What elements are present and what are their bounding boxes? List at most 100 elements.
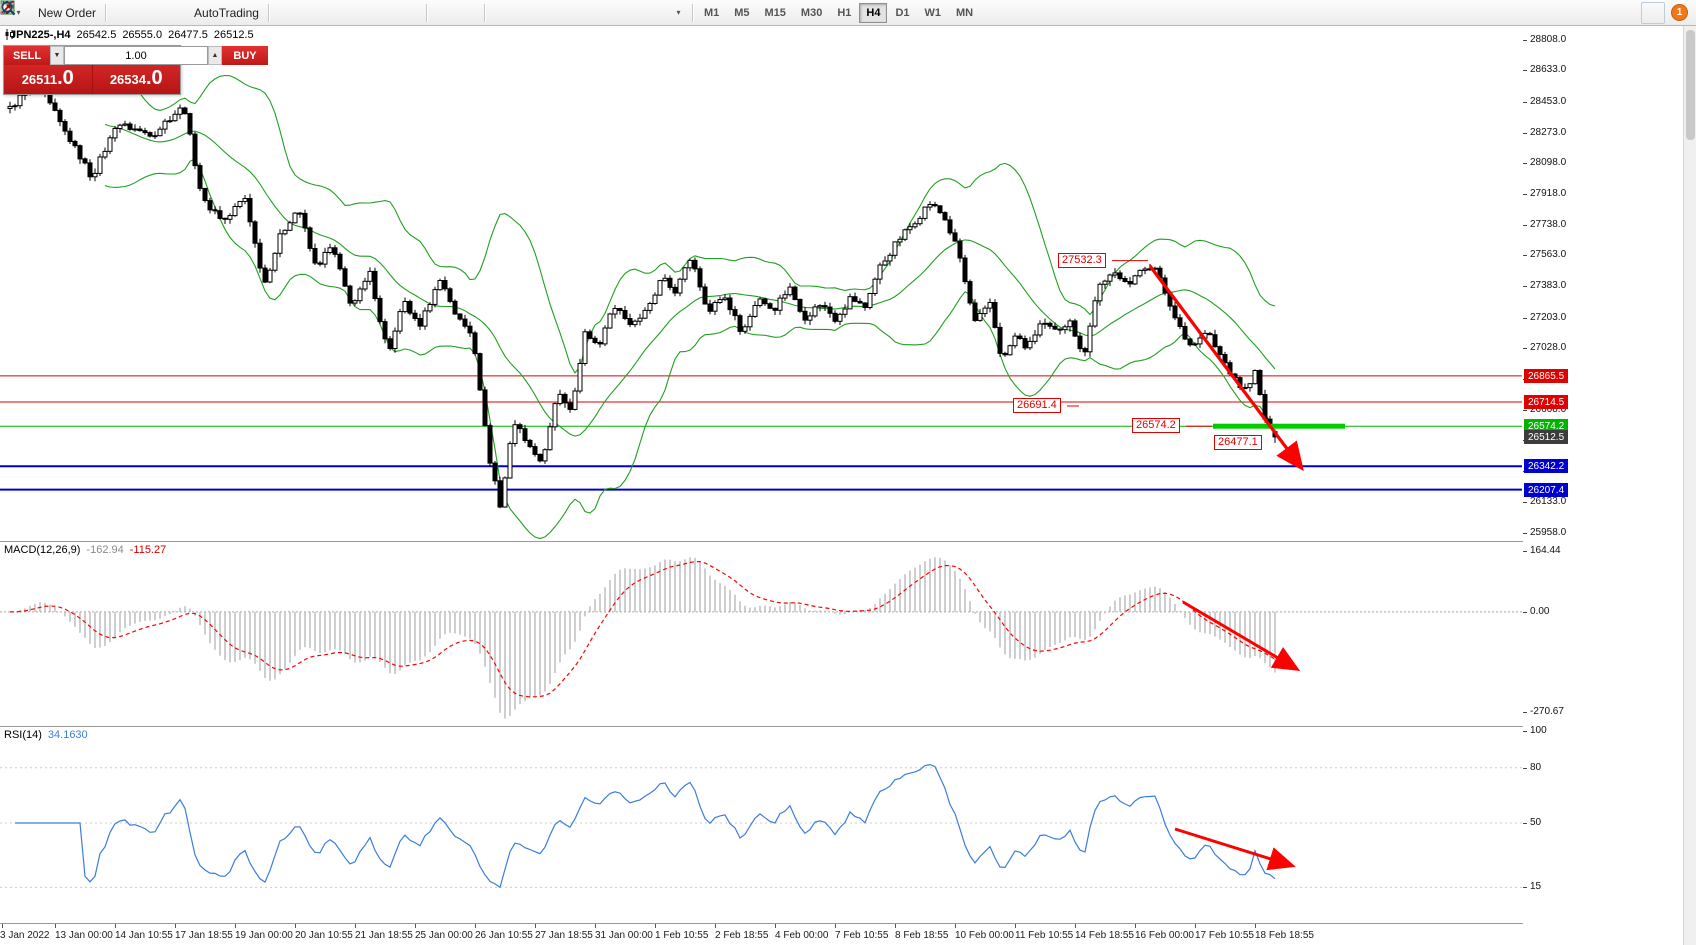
fibonacci-tool-button[interactable] <box>1 0 613 24</box>
price-level-badge: 26342.2 <box>1524 459 1569 473</box>
volume-decrease-button[interactable]: ▼ <box>50 46 64 65</box>
buy-button[interactable]: BUY <box>222 46 268 65</box>
rsi-axis-tick <box>1523 823 1527 824</box>
macd-pane[interactable]: MACD(12,26,9) -162.94 -115.27 <box>0 542 1522 726</box>
ohlc-open: 26542.5 <box>76 29 117 41</box>
price-tag: 26691.4 <box>1013 398 1061 413</box>
timeframe-button-d1[interactable]: D1 <box>895 6 910 19</box>
macd-main-value: -162.94 <box>86 544 124 556</box>
macd-signal-value: -115.27 <box>129 544 167 556</box>
scrollbar-thumb[interactable] <box>1686 30 1695 140</box>
price-axis-tick <box>1523 163 1527 164</box>
navigator-button[interactable] <box>1 1 184 24</box>
tile-windows-button[interactable] <box>0 0 422 24</box>
price-axis-label: 27028.0 <box>1530 342 1567 353</box>
timeframe-button-m15[interactable]: M15 <box>764 6 786 19</box>
time-tick <box>1075 924 1076 928</box>
timeframe-button-m1[interactable]: M1 <box>703 6 720 19</box>
price-axis-tick <box>1523 533 1527 534</box>
price-axis-tick <box>1523 225 1527 226</box>
time-label: 19 Jan 00:00 <box>235 930 293 941</box>
time-tick <box>475 924 476 928</box>
price-axis-tick <box>1523 40 1527 41</box>
price-axis-tick <box>1523 286 1527 287</box>
time-tick <box>55 924 56 928</box>
autotrading-label: AutoTrading <box>194 5 259 20</box>
pane-divider[interactable] <box>0 541 1696 542</box>
line-chart-mode-button[interactable] <box>0 2 347 24</box>
autotrading-button[interactable]: AutoTrading <box>1 0 264 24</box>
text-tool-button[interactable]: A <box>2 1 638 24</box>
timeframe-button-w1[interactable]: W1 <box>924 6 942 19</box>
time-tick <box>655 924 656 928</box>
buy-price[interactable]: 26534.0 <box>92 65 180 94</box>
price-tag: 26477.1 <box>1214 435 1262 450</box>
time-label: 27 Jan 18:55 <box>535 930 593 941</box>
equidistant-channel-tool-button[interactable] <box>0 1 588 24</box>
macd-axis-label: 0.00 <box>1530 606 1550 617</box>
rsi-pane[interactable]: RSI(14) 34.1630 <box>0 727 1522 923</box>
new-order-button[interactable]: New Order <box>0 0 101 24</box>
arrow-objects-button[interactable]: ▾ <box>2 2 688 24</box>
time-axis[interactable]: 3 Jan 2022 13 Jan 00:00 14 Jan 10:55 17 Jan… <box>0 924 1522 945</box>
chevron-down-icon: ▾ <box>16 8 21 17</box>
text-label-tool-button[interactable] <box>0 2 663 24</box>
vertical-line-tool-button[interactable] <box>5 1 513 24</box>
time-label: 14 Jan 10:55 <box>115 930 173 941</box>
crosshair-button[interactable] <box>1 1 480 24</box>
vertical-scrollbar[interactable] <box>1683 26 1696 945</box>
volume-input[interactable] <box>64 46 208 65</box>
pane-divider[interactable] <box>0 726 1696 727</box>
price-axis-label: 25958.0 <box>1530 527 1567 538</box>
time-label: 18 Feb 18:55 <box>1255 930 1314 941</box>
toolbar-separator <box>425 3 427 22</box>
zoom-in-button[interactable] <box>1 1 372 24</box>
time-label: 4 Feb 00:00 <box>775 930 829 941</box>
one-click-trading-panel: SELL ▼ ▲ BUY 26511.0 26534.0 <box>3 45 268 95</box>
price-axis-tick <box>1523 502 1527 503</box>
main-chart-canvas <box>0 62 1522 540</box>
ohlc-low: 26477.5 <box>168 29 208 41</box>
price-tag: 26574.2 <box>1132 418 1180 433</box>
price-axis[interactable]: 28808.0 28633.0 28453.0 28273.0 28098.0 27918… <box>1523 26 1683 945</box>
sell-price[interactable]: 26511.0 <box>4 65 92 94</box>
time-tick <box>1135 924 1136 928</box>
zoom-out-button[interactable] <box>1 1 397 24</box>
rsi-axis-tick <box>1523 731 1527 732</box>
time-tick <box>295 924 296 928</box>
cursor-button[interactable] <box>3 1 455 24</box>
chevron-down-icon: ▾ <box>676 8 681 17</box>
ohlc-high: 26555.0 <box>122 29 163 41</box>
price-tag: 27532.3 <box>1058 253 1106 268</box>
notification-badge[interactable]: 1 <box>1671 4 1688 21</box>
price-axis-label: 27383.0 <box>1530 280 1567 291</box>
candlestick-mode-button[interactable] <box>2 1 322 24</box>
price-axis-tick <box>1523 133 1527 134</box>
timeframe-button-h4[interactable]: H4 <box>859 2 888 23</box>
time-label: 13 Jan 00:00 <box>55 930 113 941</box>
bar-chart-mode-button[interactable] <box>0 2 297 24</box>
rsi-label: RSI(14) 34.1630 <box>4 729 88 741</box>
time-tick <box>115 924 116 928</box>
time-tick <box>535 924 536 928</box>
time-label: 2 Feb 18:55 <box>715 930 769 941</box>
search-button[interactable] <box>1 1 1665 24</box>
sell-button[interactable]: SELL <box>4 46 50 65</box>
volume-increase-button[interactable]: ▲ <box>208 46 222 65</box>
symbol-info: JPN225-,H4 26542.5 26555.0 26477.5 26512… <box>4 29 254 41</box>
main-chart-pane[interactable]: JPN225-,H4 26542.5 26555.0 26477.5 26512… <box>0 26 1522 541</box>
time-tick <box>415 924 416 928</box>
time-label: 17 Jan 18:55 <box>175 930 233 941</box>
horizontal-line-tool-button[interactable] <box>1 2 538 24</box>
time-tick <box>175 924 176 928</box>
timeframe-button-mn[interactable]: MN <box>956 6 974 19</box>
market-watch-button[interactable] <box>1 1 159 24</box>
time-label: 3 Jan 2022 <box>0 930 50 941</box>
metaeditor-button[interactable] <box>1 2 134 24</box>
price-axis-tick <box>1523 255 1527 256</box>
time-label: 10 Feb 00:00 <box>955 930 1014 941</box>
timeframe-button-m30[interactable]: M30 <box>800 6 823 19</box>
timeframe-button-m5[interactable]: M5 <box>734 6 750 19</box>
trendline-tool-button[interactable] <box>0 1 563 24</box>
timeframe-button-h1[interactable]: H1 <box>837 6 852 19</box>
